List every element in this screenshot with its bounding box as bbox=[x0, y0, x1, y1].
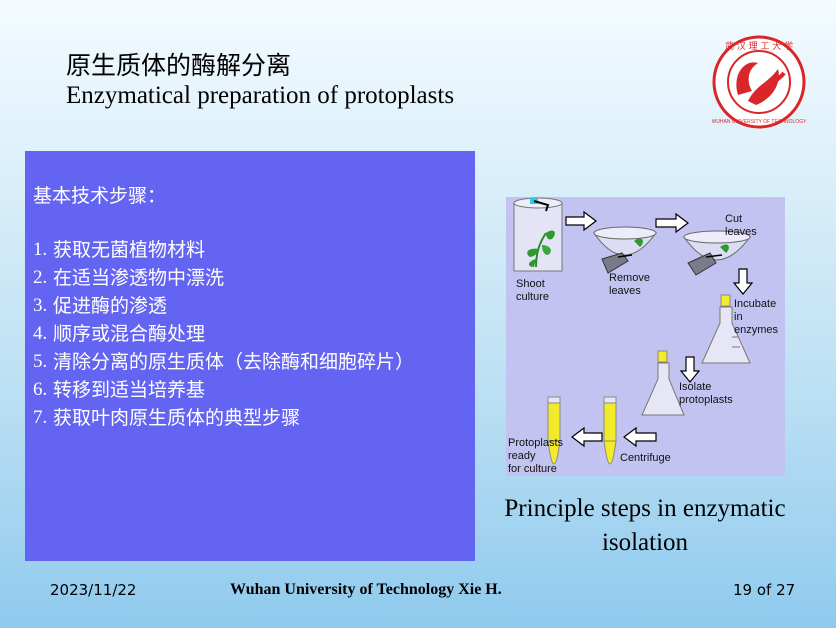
list-item: 6. 转移到适当培养基 bbox=[33, 376, 463, 404]
footer-page-number: 19 of 27 bbox=[733, 581, 796, 599]
arrow-down-icon bbox=[679, 356, 701, 383]
arrow-down-icon bbox=[732, 268, 754, 295]
label-cut-leaves: leaves bbox=[725, 226, 757, 238]
svg-text:武 汉 理 工 大 学: 武 汉 理 工 大 学 bbox=[725, 40, 793, 52]
university-logo: 武 汉 理 工 大 学 WUHAN UNIVERSITY OF TECHNOLO… bbox=[712, 35, 807, 129]
forceps-icon bbox=[530, 198, 550, 212]
step-number: 4. bbox=[33, 323, 48, 344]
step-text: 获取叶肉原生质体的典型步骤 bbox=[53, 407, 301, 429]
arrow-left-icon bbox=[623, 426, 657, 448]
svg-text:WUHAN UNIVERSITY OF TECHNOLOGY: WUHAN UNIVERSITY OF TECHNOLOGY bbox=[712, 119, 806, 125]
flask-icon bbox=[641, 350, 685, 416]
label-leaves: leaves bbox=[609, 285, 641, 297]
steps-heading: 基本技术步骤： bbox=[33, 185, 167, 207]
culture-jar-icon bbox=[513, 197, 563, 272]
list-item: 7. 获取叶肉原生质体的典型步骤 bbox=[33, 404, 463, 432]
caption-line-2: isolation bbox=[601, 529, 689, 556]
step-number: 7. bbox=[33, 407, 48, 428]
label-enzymes: enzymes bbox=[734, 324, 779, 336]
protoplast-isolation-diagram: Shoot culture Remove leaves bbox=[506, 197, 785, 476]
list-item: 4. 顺序或混合酶处理 bbox=[33, 320, 463, 348]
list-item: 5. 清除分离的原生质体（去除酶和细胞碎片） bbox=[33, 348, 463, 376]
slide-title-english: Enzymatical preparation of protoplasts bbox=[66, 82, 455, 109]
label-cut: Cut bbox=[725, 213, 742, 225]
step-number: 5. bbox=[33, 351, 48, 372]
label-incubate: Incubate bbox=[734, 298, 776, 310]
step-text: 获取无菌植物材料 bbox=[53, 239, 206, 261]
label-protoplasts-ready-1: Protoplasts bbox=[508, 437, 564, 449]
list-item: 2. 在适当渗透物中漂洗 bbox=[33, 264, 463, 292]
step-text: 促进酶的渗透 bbox=[53, 295, 168, 317]
step-text: 在适当渗透物中漂洗 bbox=[53, 267, 225, 289]
arrow-right-icon bbox=[655, 212, 689, 234]
petri-dish-icon bbox=[593, 226, 657, 274]
label-isolate: Isolate bbox=[679, 381, 711, 393]
step-number: 2. bbox=[33, 267, 48, 288]
label-centrifuge: Centrifuge bbox=[620, 452, 671, 464]
flask-icon bbox=[701, 294, 751, 364]
step-text: 清除分离的原生质体（去除酶和细胞碎片） bbox=[53, 351, 415, 373]
caption-line-1: Principle steps in enzymatic bbox=[504, 495, 786, 522]
list-item: 1. 获取无菌植物材料 bbox=[33, 236, 463, 264]
step-text: 顺序或混合酶处理 bbox=[53, 323, 206, 345]
label-remove: Remove bbox=[609, 272, 650, 284]
step-number: 1. bbox=[33, 239, 48, 260]
step-number: 6. bbox=[33, 379, 48, 400]
step-number: 3. bbox=[33, 295, 48, 316]
footer-author: Wuhan University of Technology Xie H. bbox=[230, 581, 502, 598]
label-in: in bbox=[734, 311, 743, 323]
label-protoplasts-ready-2: ready bbox=[508, 450, 536, 462]
culture-tube-icon bbox=[547, 396, 561, 465]
cutting-dish-icon bbox=[683, 230, 751, 276]
arrow-right-icon bbox=[565, 210, 597, 232]
label-culture: culture bbox=[516, 291, 549, 303]
centrifuge-tube-icon bbox=[603, 396, 617, 465]
label-protoplasts: protoplasts bbox=[679, 394, 733, 406]
steps-panel: 基本技术步骤： 1. 获取无菌植物材料 2. 在适当渗透物中漂洗 3. 促进酶的渗透 … bbox=[25, 151, 475, 561]
slide-title-chinese: 原生质体的酶解分离 bbox=[66, 51, 292, 80]
diagram-caption: Principle steps in enzymatic isolation bbox=[480, 492, 810, 560]
label-protoplasts-ready-3: for culture bbox=[508, 463, 557, 475]
arrow-left-icon bbox=[571, 426, 603, 448]
steps-list: 1. 获取无菌植物材料 2. 在适当渗透物中漂洗 3. 促进酶的渗透 4. 顺序或混合酶… bbox=[33, 236, 463, 432]
footer-date: 2023/11/22 bbox=[50, 581, 137, 599]
label-shoot: Shoot bbox=[516, 278, 545, 290]
list-item: 3. 促进酶的渗透 bbox=[33, 292, 463, 320]
step-text: 转移到适当培养基 bbox=[53, 379, 206, 401]
